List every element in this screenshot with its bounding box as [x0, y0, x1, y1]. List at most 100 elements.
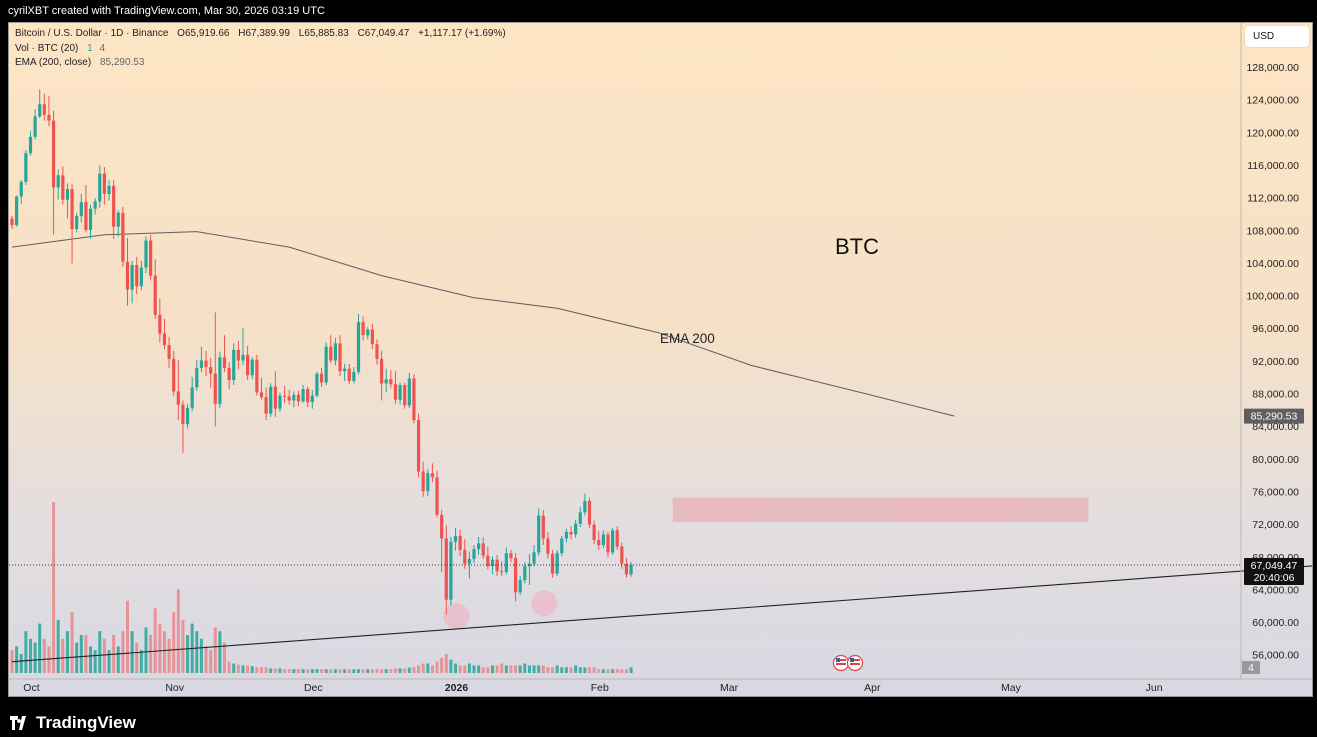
event-markers	[832, 654, 864, 672]
legend-volume-row[interactable]: Vol · BTC (20) 1 4	[15, 42, 506, 57]
candle	[181, 400, 185, 453]
candle-body	[195, 367, 199, 388]
candle-body	[51, 120, 56, 188]
x-axis-tick: Nov	[165, 682, 184, 694]
candle-body	[416, 420, 421, 472]
volume-bar	[393, 668, 397, 673]
event-flag-canton	[850, 658, 854, 662]
volume-bar	[347, 669, 351, 673]
legend-symbol[interactable]: Bitcoin / U.S. Dollar · 1D · Binance	[15, 28, 169, 39]
candle	[403, 382, 407, 409]
event-flag-canton	[836, 658, 840, 662]
candle-body	[440, 514, 444, 539]
candle-body	[601, 534, 605, 546]
candle-body	[47, 114, 51, 121]
candle-body	[125, 261, 130, 290]
candle-body	[93, 201, 97, 209]
candle-body	[356, 322, 361, 372]
chart-frame[interactable]: Bitcoin / U.S. Dollar · 1D · Binance O65…	[8, 22, 1313, 697]
candle-body	[259, 392, 264, 398]
candle	[352, 367, 356, 384]
y-axis-tick: 128,000.00	[1246, 62, 1299, 74]
support-trendline	[11, 565, 1312, 663]
last-price-label-bg	[1244, 558, 1304, 586]
volume-bar	[375, 669, 379, 673]
volume-bar	[89, 646, 93, 673]
price-chart[interactable]: 128,000.00 124,000.00 120,000.00 116,000.00…	[9, 23, 1312, 696]
volume-bar	[102, 638, 106, 673]
candle-body	[555, 553, 559, 574]
candle	[204, 350, 208, 377]
volume-bar	[259, 667, 263, 673]
event-flag-icon	[832, 654, 850, 672]
candle	[329, 335, 333, 363]
candle	[125, 238, 130, 306]
volume-bar	[236, 664, 240, 673]
candle-body	[250, 359, 254, 376]
candle-body	[569, 531, 573, 535]
candle	[393, 371, 398, 404]
candle	[347, 363, 351, 385]
volume-bar	[620, 669, 624, 673]
volume-bar	[98, 631, 102, 673]
volume-bar	[273, 668, 277, 673]
candle-body	[509, 553, 513, 559]
candle-body	[513, 558, 518, 593]
candle	[310, 389, 314, 409]
y-axis-tick: 84,000.00	[1252, 421, 1299, 433]
volume-bar	[380, 669, 384, 673]
candle-body	[98, 173, 102, 202]
y-axis-tick: 80,000.00	[1252, 454, 1299, 466]
axes: 128,000.00 124,000.00 120,000.00 116,000.00…	[9, 23, 1312, 694]
candle	[190, 376, 194, 412]
candle-body	[449, 541, 453, 600]
candle-body	[393, 384, 398, 400]
candle-body	[306, 389, 310, 403]
volume-bar	[28, 638, 32, 673]
volume-bar	[324, 669, 328, 673]
candle-body	[116, 212, 120, 227]
volume-bar	[241, 665, 245, 673]
candle-body	[79, 202, 83, 217]
candle	[195, 359, 199, 391]
candle	[301, 385, 305, 403]
volume-bar	[449, 659, 453, 673]
volume-bar	[93, 650, 97, 673]
volume-bar	[56, 619, 60, 673]
candle	[162, 318, 167, 350]
y-axis-tick: 96,000.00	[1252, 323, 1299, 335]
candle	[537, 508, 541, 556]
legend-ema-row[interactable]: EMA (200, close) 85,290.53	[15, 56, 506, 71]
candle-body	[486, 555, 490, 567]
candle-body	[587, 500, 592, 525]
volume-bar	[246, 665, 250, 673]
event-flag-stripe	[836, 659, 846, 661]
y-axis-tick: 64,000.00	[1252, 584, 1299, 596]
candle-body	[333, 343, 337, 361]
volume-bar	[130, 631, 134, 673]
currency-button[interactable]: USD	[1245, 26, 1309, 47]
volume-bar	[176, 589, 180, 673]
candle	[287, 389, 291, 405]
candle	[232, 343, 236, 386]
x-axis-tick: Dec	[304, 682, 323, 694]
volume-bar	[532, 665, 536, 673]
volume-bar	[144, 627, 148, 673]
candle	[375, 339, 379, 365]
candle-body	[412, 378, 416, 421]
chart-attribution: cyrilXBT created with TradingView.com, M…	[8, 5, 325, 17]
candle-body	[338, 343, 342, 372]
candle	[504, 547, 508, 575]
candle-body	[541, 515, 545, 539]
candle-body	[282, 395, 287, 397]
volume-bar	[490, 665, 494, 673]
candle-body	[458, 536, 462, 550]
candle	[463, 539, 467, 569]
candle-body	[144, 240, 148, 268]
candle	[139, 260, 143, 291]
volume-bar	[389, 669, 393, 673]
candle-body	[292, 394, 296, 401]
candle-body	[597, 540, 601, 546]
candle-body	[620, 546, 624, 564]
